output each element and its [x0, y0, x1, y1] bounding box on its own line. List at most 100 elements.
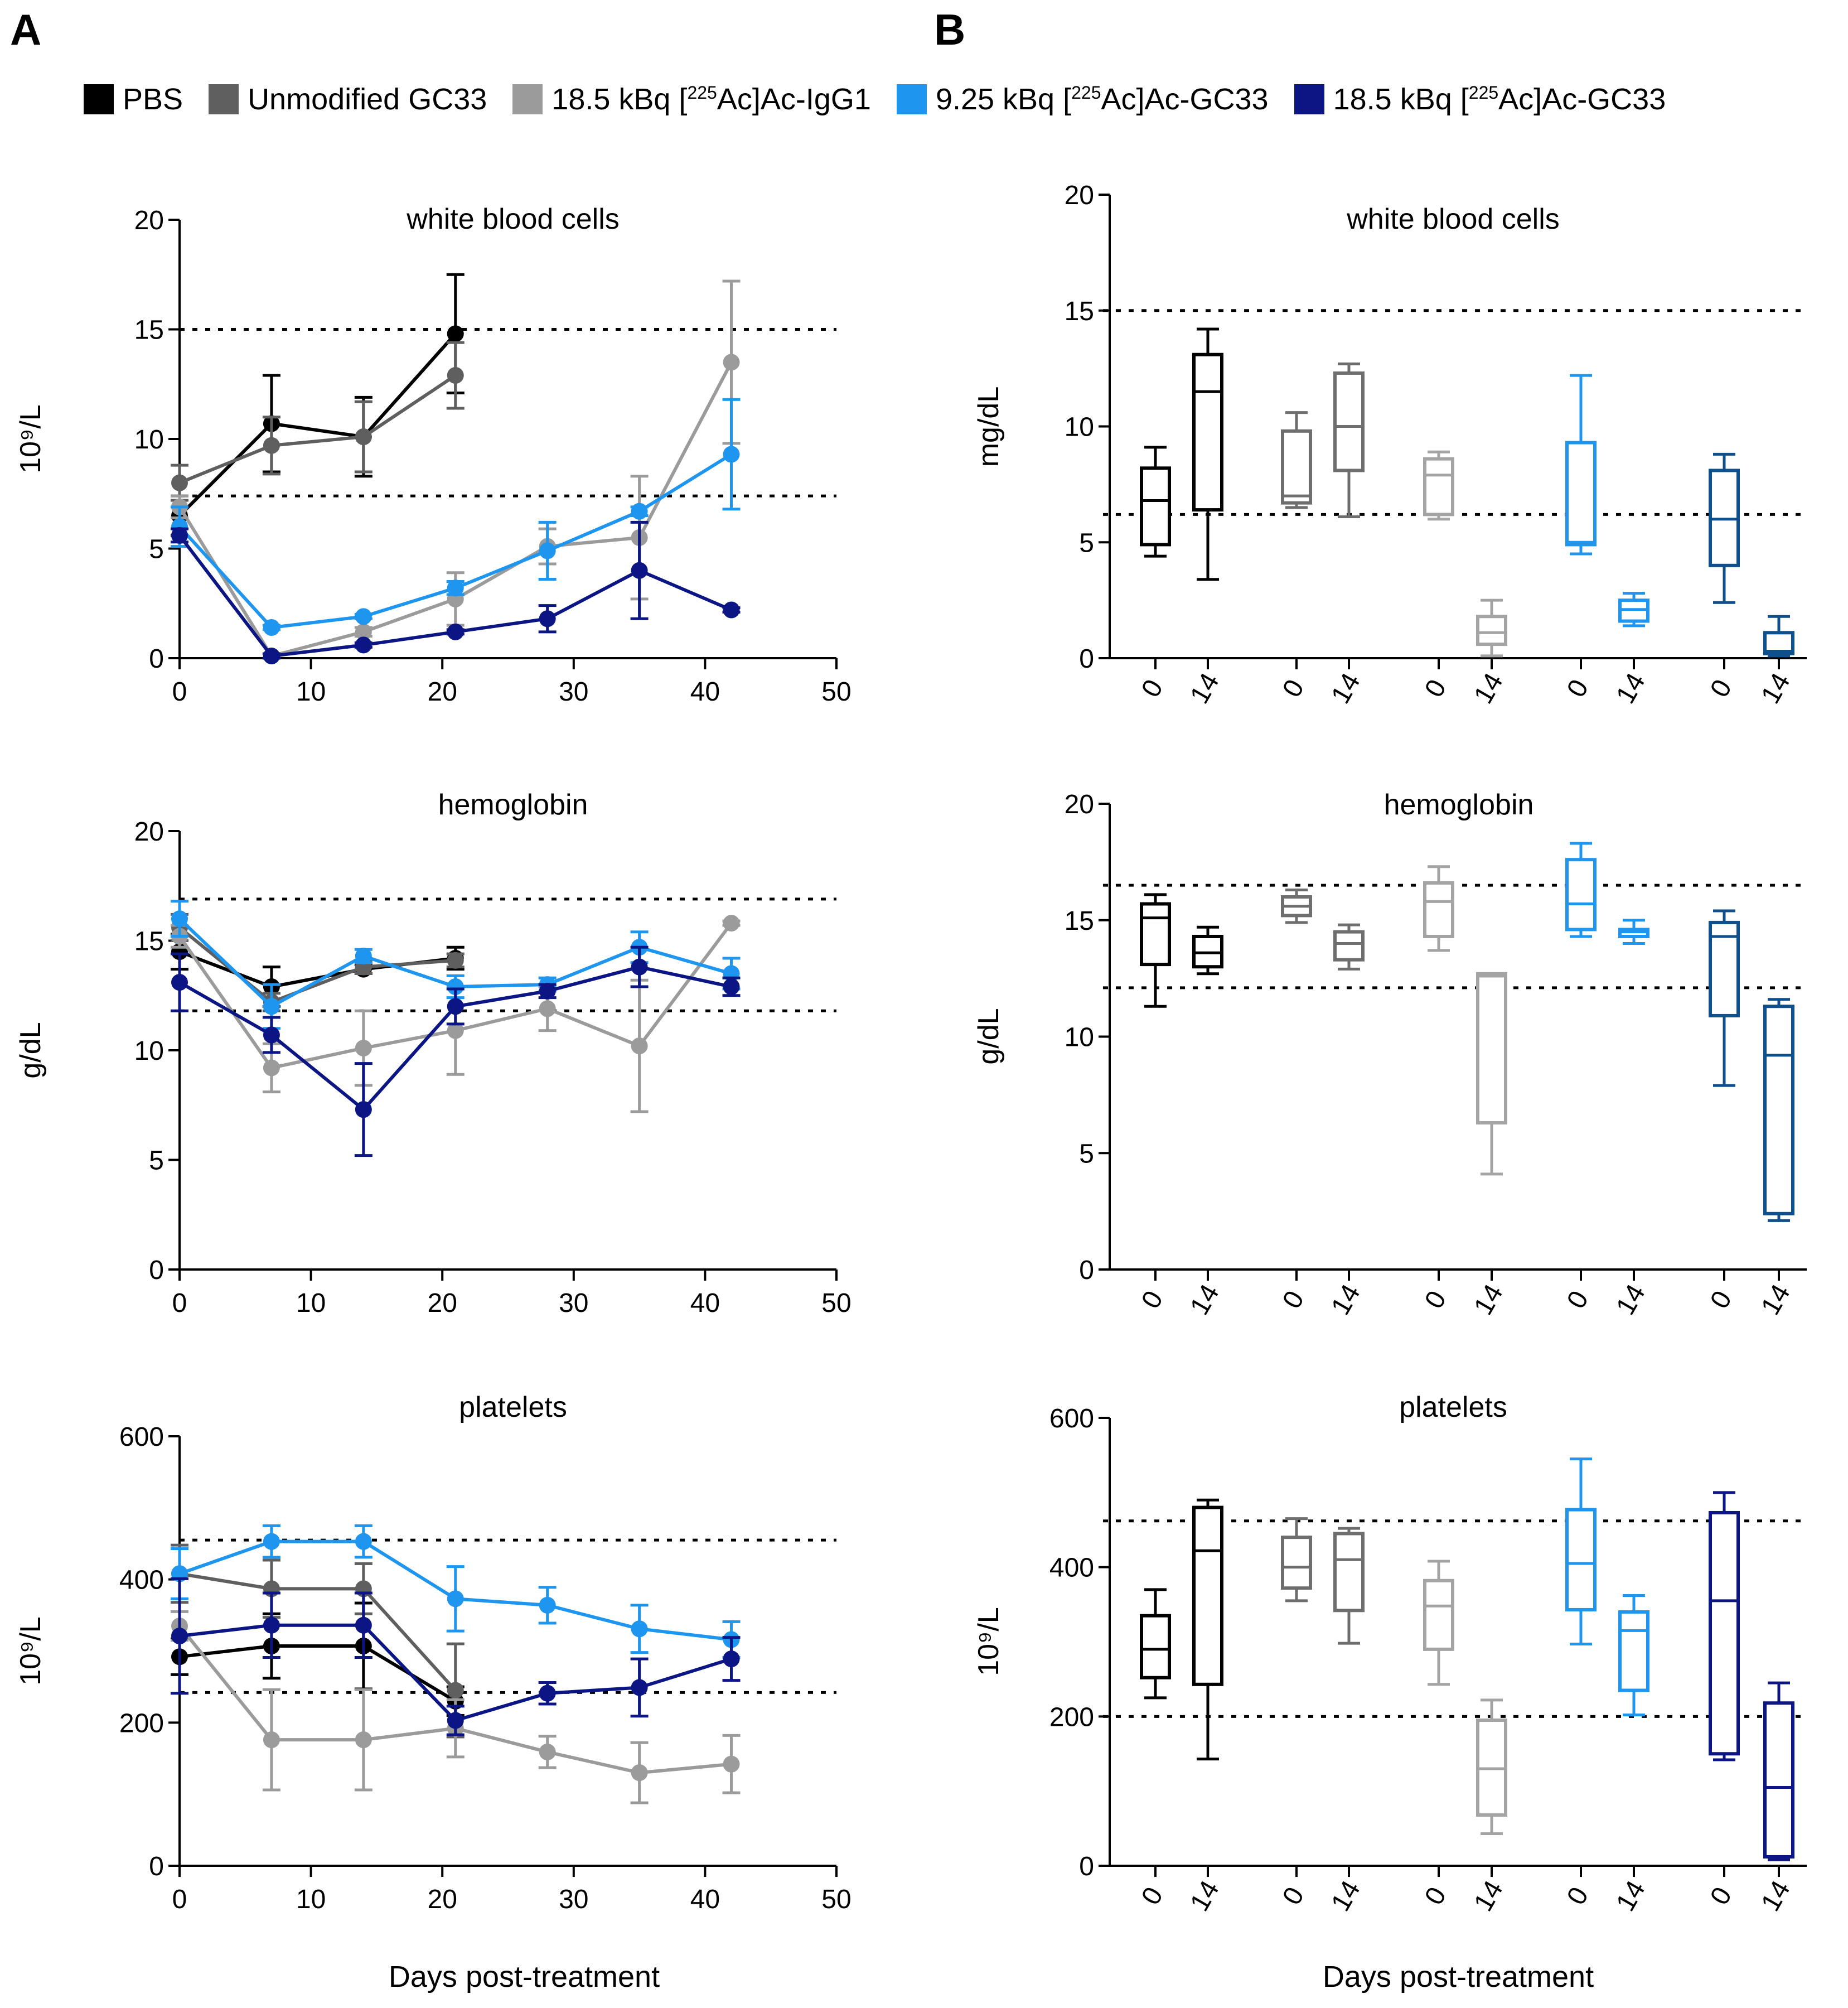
- x-tick-label: 10: [296, 1288, 326, 1318]
- x-tick-label: 40: [690, 1885, 720, 1914]
- data-point: [723, 915, 740, 932]
- box: [1423, 881, 1454, 938]
- data-point: [631, 958, 648, 976]
- legend-item-igg1: 18.5 kBq [225Ac]Ac-IgG1: [512, 82, 871, 117]
- box-group-9-25-kbq-225ac-ac-gc33: 0 14: [1561, 842, 1651, 1320]
- data-point: [171, 474, 188, 491]
- series-18-5-kbq-225ac-ac-igg1: [171, 915, 741, 1113]
- data-point: [631, 1037, 648, 1055]
- y-tick-label: 20: [1065, 181, 1094, 210]
- chart-title: white blood cells: [1346, 203, 1560, 235]
- data-point: [263, 619, 280, 636]
- series-unmodified-gc33: [171, 341, 465, 502]
- box-group-pbs: 0 14: [1136, 1498, 1225, 1917]
- x-axis-label: Days post-treatment: [1323, 1960, 1594, 1993]
- y-tick-label: 20: [134, 817, 164, 847]
- y-axis-label: g/dL: [14, 1022, 47, 1078]
- chart-title: hemoglobin: [1384, 789, 1534, 821]
- data-point: [355, 1731, 372, 1749]
- box: [1333, 930, 1365, 962]
- box: [1281, 1536, 1312, 1590]
- data-point: [631, 1679, 648, 1696]
- data-point: [447, 580, 464, 597]
- legend-item-gc33-18-5: 18.5 kBq [225Ac]Ac-GC33: [1294, 82, 1666, 117]
- y-tick-label: 5: [1079, 528, 1094, 558]
- box-group-18-5-kbq-225ac-ac-igg1: 0 14: [1419, 450, 1509, 709]
- legend-item-gc33-9-25: 9.25 kBq [225Ac]Ac-GC33: [896, 82, 1269, 117]
- data-point: [539, 1684, 556, 1702]
- data-point: [631, 1620, 648, 1638]
- box: [1192, 1505, 1223, 1686]
- box-group-unmodified-gc33: 0 14: [1277, 362, 1366, 709]
- x-tick-label: 0: [1277, 674, 1310, 702]
- series-unmodified-gc33: [171, 1543, 465, 1739]
- y-tick-label: 600: [119, 1422, 164, 1452]
- legend-item-pbs: PBS: [84, 82, 183, 117]
- data-point: [355, 428, 372, 446]
- y-tick-label: 0: [149, 644, 164, 674]
- box: [1709, 1510, 1740, 1756]
- data-point: [355, 623, 372, 640]
- data-point: [355, 948, 372, 965]
- legend-label: PBS: [123, 83, 183, 116]
- box: [1333, 1532, 1365, 1613]
- y-tick-label: 20: [134, 206, 164, 235]
- x-tick-label: 50: [821, 1288, 851, 1318]
- x-tick-label: 14: [1755, 1876, 1796, 1917]
- x-tick-label: 0: [1705, 1882, 1738, 1910]
- legend-swatch: [512, 84, 543, 114]
- y-axis-label: 10⁹/L: [973, 1607, 1005, 1676]
- data-point: [447, 325, 464, 342]
- x-tick-label: 20: [428, 677, 457, 707]
- box: [1140, 902, 1171, 967]
- series-pbs: [171, 933, 465, 1008]
- y-axis-label: 10⁹/L: [14, 1616, 47, 1685]
- x-tick-label: 30: [559, 1885, 588, 1914]
- chart-title: hemoglobin: [438, 789, 588, 821]
- box-group-18-5-kbq-225ac-ac-gc33: 0 14: [1705, 452, 1796, 709]
- y-tick-label: 5: [1079, 1139, 1094, 1169]
- x-tick-label: 14: [1468, 1280, 1509, 1320]
- series-18-5-kbq-225ac-ac-gc33: [171, 945, 741, 1157]
- data-point: [631, 562, 648, 579]
- data-point: [355, 636, 372, 654]
- data-point: [171, 527, 188, 544]
- y-tick-label: 10: [1065, 1023, 1094, 1053]
- data-point: [539, 1596, 556, 1614]
- legend-label: 18.5 kBq [225Ac]Ac-IgG1: [552, 83, 871, 116]
- data-point: [539, 610, 556, 628]
- data-point: [539, 1743, 556, 1760]
- box: [1281, 429, 1312, 505]
- x-tick-label: 0: [1277, 1882, 1310, 1910]
- box: [1763, 1005, 1794, 1215]
- x-tick-label: 20: [428, 1288, 457, 1318]
- x-tick-label: 0: [172, 1885, 187, 1914]
- box-group-unmodified-gc33: 0 14: [1277, 888, 1366, 1320]
- box-group-pbs: 0 14: [1136, 327, 1225, 709]
- y-tick-label: 10: [134, 1036, 164, 1066]
- x-tick-label: 20: [428, 1885, 457, 1914]
- x-tick-label: 14: [1325, 1876, 1366, 1917]
- data-point: [539, 982, 556, 1000]
- y-tick-label: 20: [1065, 790, 1094, 819]
- box: [1423, 457, 1454, 517]
- series-line: [178, 926, 456, 1004]
- box: [1192, 353, 1223, 512]
- chart-title: white blood cells: [406, 203, 620, 235]
- x-tick-label: 14: [1755, 668, 1796, 709]
- data-point: [355, 1616, 372, 1634]
- data-point: [723, 1650, 740, 1668]
- box-group-18-5-kbq-225ac-ac-igg1: 0 14: [1419, 1560, 1509, 1917]
- x-tick-label: 40: [690, 1288, 720, 1318]
- legend-label: Unmodified GC33: [248, 83, 487, 116]
- data-point: [263, 1731, 280, 1749]
- series-18-5-kbq-225ac-ac-gc33: [171, 1577, 741, 1736]
- box: [1333, 371, 1365, 472]
- data-point: [355, 1040, 372, 1057]
- x-tick-label: 14: [1610, 668, 1651, 709]
- legend-swatch: [209, 84, 239, 114]
- box: [1565, 858, 1597, 931]
- data-point: [263, 437, 280, 454]
- data-point: [447, 367, 464, 384]
